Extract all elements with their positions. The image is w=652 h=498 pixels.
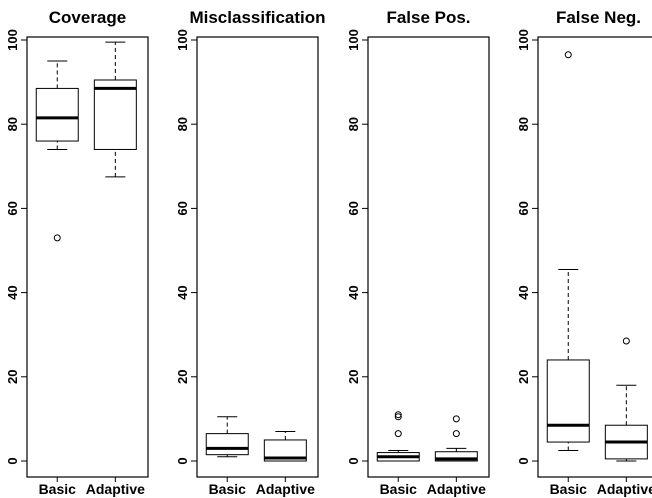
outlier-point (622, 337, 630, 345)
box-adaptive (93, 41, 137, 178)
outlier-point (564, 51, 572, 59)
panel-title: False Pos. (386, 8, 470, 27)
iqr-box (263, 439, 307, 462)
y-tick-label: 40 (5, 285, 20, 299)
box-basic (35, 60, 79, 242)
y-tick-label: 40 (175, 285, 190, 299)
y-tick-label: 20 (175, 370, 190, 384)
y-tick-label: 40 (346, 285, 361, 299)
y-tick-label: 80 (516, 117, 531, 131)
box-adaptive (434, 415, 478, 462)
category-label: Basic (380, 481, 418, 497)
y-tick-label: 80 (346, 117, 361, 131)
y-tick-label: 80 (5, 117, 20, 131)
box-basic (376, 411, 420, 462)
y-tick-label: 60 (516, 201, 531, 215)
panel-2: Misclassification 0 20 40 60 80 100 Basic Adapti… (175, 8, 326, 497)
y-tick-label: 60 (346, 201, 361, 215)
category-label: Basic (209, 481, 247, 497)
iqr-box (546, 359, 590, 443)
iqr-box (434, 451, 478, 462)
plot-frame (196, 36, 319, 478)
outlier-point (452, 415, 460, 423)
y-tick-label: 100 (346, 29, 361, 51)
y-tick-label: 0 (5, 457, 20, 464)
panel-title: False Neg. (556, 8, 641, 27)
outlier-point (394, 411, 402, 419)
y-tick-label: 60 (5, 201, 20, 215)
panel-4: False Neg. 0 20 40 60 80 100 Basic Adaptive (516, 8, 652, 497)
y-tick-label: 20 (516, 370, 531, 384)
box-basic (205, 416, 249, 458)
panel-title: Coverage (49, 8, 126, 27)
iqr-box (93, 79, 137, 150)
y-tick-label: 80 (175, 117, 190, 131)
category-label: Basic (550, 481, 588, 497)
outlier-point (394, 413, 402, 421)
iqr-box (35, 87, 79, 142)
category-label: Adaptive (86, 481, 145, 497)
y-tick-label: 100 (175, 29, 190, 51)
category-label: Basic (39, 481, 77, 497)
panel-1: Coverage 0 20 40 60 80 100 Basic Adaptive (5, 8, 149, 497)
box-basic (546, 51, 590, 451)
outlier-point (53, 234, 61, 242)
y-tick-label: 100 (5, 29, 20, 51)
category-label: Adaptive (597, 481, 652, 497)
category-label: Adaptive (256, 481, 315, 497)
y-tick-label: 20 (5, 370, 20, 384)
plot-frame (537, 36, 652, 478)
y-tick-label: 0 (516, 457, 531, 464)
panel-3: False Pos. 0 20 40 60 80 100 Basic Adaptive (346, 8, 490, 497)
y-tick-label: 0 (175, 457, 190, 464)
y-tick-label: 60 (175, 201, 190, 215)
y-tick-label: 40 (516, 285, 531, 299)
box-adaptive (263, 431, 307, 462)
plot-frame (26, 36, 149, 478)
iqr-box (205, 433, 249, 456)
outlier-point (394, 430, 402, 438)
plot-frame (367, 36, 490, 478)
y-tick-label: 100 (516, 29, 531, 51)
category-label: Adaptive (427, 481, 486, 497)
y-tick-label: 0 (346, 457, 361, 464)
y-tick-label: 20 (346, 370, 361, 384)
outlier-point (452, 430, 460, 438)
box-adaptive (604, 337, 648, 462)
panel-title: Misclassification (189, 8, 325, 27)
